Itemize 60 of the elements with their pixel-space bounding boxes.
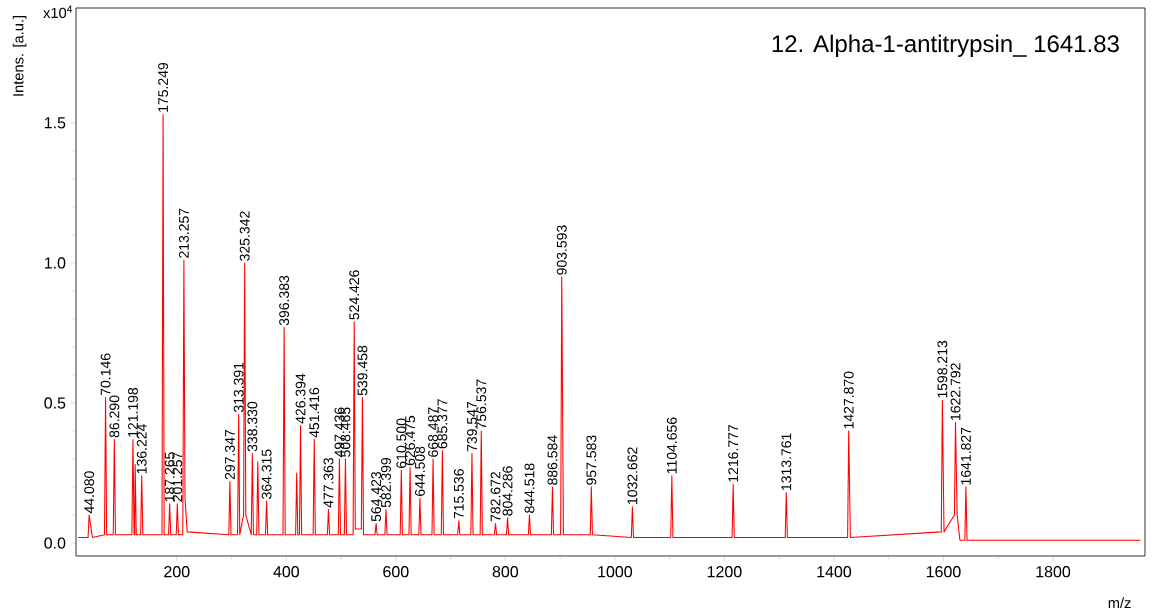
- annotation: 136.224: [136, 424, 147, 474]
- text: 12. Alpha-1-antitrypsin_ 1641.83: [772, 34, 1119, 57]
- annotation: 213.257: [178, 208, 189, 258]
- annotation: 364.315: [261, 449, 272, 499]
- y-tick-label: 1.0: [44, 257, 66, 269]
- x-tick-label: 1800: [1036, 566, 1071, 578]
- x-tick-label: 800: [492, 566, 519, 578]
- annotation: 844.518: [524, 463, 535, 513]
- annotation: 539.458: [357, 345, 368, 396]
- annotation: 338.330: [247, 401, 258, 452]
- annotation: 426.394: [295, 373, 306, 424]
- annotation: 175.249: [158, 62, 169, 112]
- annotation: 524.426: [349, 270, 360, 320]
- annotation: 715.536: [453, 469, 464, 519]
- annotation: 1032.662: [627, 447, 638, 505]
- annotation: 313.391: [233, 362, 244, 413]
- annotation: 70.146: [100, 353, 111, 396]
- annotation: 782.672: [490, 472, 501, 522]
- annotation: 903.593: [556, 225, 567, 275]
- annotation: 451.416: [309, 387, 320, 438]
- y-tick-label: 0.0: [44, 537, 66, 549]
- annotation: 756.537: [476, 379, 487, 429]
- annotation: 957.583: [586, 435, 597, 485]
- y-axis-title: Intens. [a.u.]: [12, 15, 27, 96]
- annotation: 121.198: [128, 387, 138, 437]
- x-tick-label: 1200: [707, 566, 742, 578]
- x-axis-title: m/z: [1108, 597, 1131, 609]
- annotation: 582.399: [381, 457, 391, 508]
- y-tick-label: 0.5: [44, 397, 66, 409]
- annotation: 1313.761: [781, 433, 792, 490]
- annotation: 1641.827: [960, 427, 971, 485]
- annotation: 325.342: [239, 211, 250, 261]
- x-tick-label: 200: [164, 566, 190, 578]
- annotation: 1598.213: [937, 340, 948, 398]
- annotation: 739.547: [467, 401, 477, 452]
- annotation: 297.347: [224, 429, 235, 480]
- annotation: 886.584: [547, 435, 558, 485]
- annotation: 1104.656: [666, 417, 677, 474]
- annotation: 1622.792: [950, 363, 961, 420]
- x-tick-label: 400: [273, 566, 300, 578]
- annotation: 564.423: [371, 471, 382, 522]
- annotation: 396.383: [279, 275, 290, 326]
- x-tick-label: 600: [383, 566, 409, 578]
- annotation: 477.363: [323, 457, 334, 508]
- annotation: 626.475: [405, 415, 416, 466]
- annotation: 1216.777: [728, 425, 739, 482]
- y-tick-label: 1.5: [44, 117, 66, 129]
- line-series: [77, 113, 1142, 541]
- x-tick-label: 1000: [598, 566, 633, 578]
- annotation: 685.377: [437, 399, 448, 449]
- annotation: 668.487: [428, 407, 439, 457]
- annotation: 44.080: [84, 471, 95, 514]
- annotation: 644.508: [414, 446, 425, 496]
- annotation: 610.500: [396, 418, 407, 468]
- text: x10$^{4}$: [43, 5, 73, 19]
- annotation: 804.286: [502, 466, 513, 516]
- annotation: 86.290: [109, 395, 120, 438]
- x-tick-label: 1400: [817, 566, 852, 578]
- x-tick-label: 1600: [926, 566, 961, 578]
- annotation: 1427.870: [843, 371, 854, 429]
